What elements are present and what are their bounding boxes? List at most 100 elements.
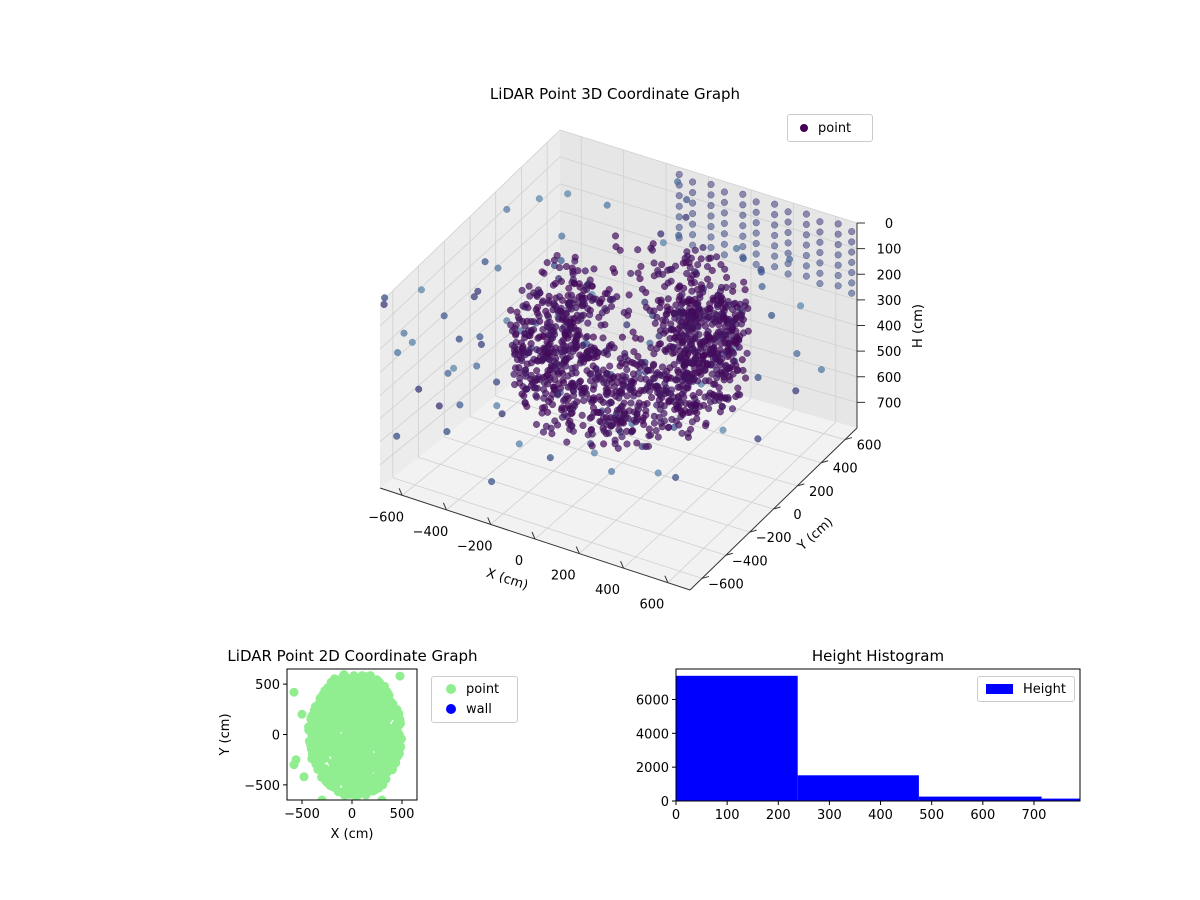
point-marker [599, 398, 607, 406]
point-marker [563, 438, 571, 446]
point-marker [525, 282, 533, 290]
point-marker [684, 433, 692, 441]
point-marker [689, 231, 697, 239]
point-marker [590, 265, 598, 273]
legend-point-marker [800, 124, 808, 132]
point-marker [583, 332, 591, 341]
point-marker [784, 249, 792, 257]
point-marker [615, 426, 623, 434]
point-marker [707, 212, 715, 220]
point-marker [784, 270, 792, 278]
point-marker [633, 439, 641, 447]
point-marker [723, 273, 731, 281]
point-marker [633, 361, 641, 369]
point-marker [834, 271, 842, 280]
point-marker [518, 286, 526, 294]
point-marker [678, 429, 686, 437]
point-marker [635, 399, 643, 407]
point-marker [493, 402, 501, 410]
point-marker [599, 334, 607, 342]
point-marker [696, 294, 704, 302]
point-marker [797, 302, 805, 310]
point-marker [564, 292, 572, 300]
point-marker [589, 385, 597, 393]
point-marker [728, 405, 737, 413]
point-marker [680, 393, 688, 401]
point-marker [752, 260, 760, 268]
point-marker [578, 411, 586, 419]
point-marker [720, 198, 728, 206]
point-marker [673, 376, 681, 384]
point-marker [672, 301, 680, 309]
point-marker [664, 307, 672, 315]
point-marker [589, 333, 597, 341]
point-marker [649, 240, 657, 248]
point-marker [686, 275, 695, 283]
point-marker [729, 282, 737, 290]
point-marker [536, 317, 544, 325]
point-marker [515, 364, 523, 372]
point-marker [450, 364, 458, 372]
point-marker [593, 353, 601, 361]
point-marker [507, 321, 515, 329]
point-marker [674, 178, 682, 186]
point-marker [739, 201, 747, 209]
point-marker [695, 389, 703, 397]
point-marker [400, 329, 408, 337]
y-tick-label: −200 [756, 531, 792, 546]
point-marker [498, 410, 506, 418]
point-marker [688, 296, 696, 305]
point-marker [802, 210, 810, 218]
point-marker [575, 293, 583, 301]
point-marker [727, 317, 735, 326]
point-marker [611, 436, 619, 444]
point-marker [682, 213, 690, 221]
point-marker [734, 384, 742, 392]
point-marker [689, 392, 697, 400]
x-tick-label: −200 [457, 539, 493, 554]
point-marker [671, 405, 679, 414]
point-marker [532, 420, 541, 428]
point-marker [739, 190, 747, 198]
point-marker [743, 349, 751, 357]
point-marker [848, 248, 856, 256]
point-marker [733, 366, 742, 375]
point-marker [739, 232, 747, 240]
point-marker [535, 373, 543, 381]
point-marker [713, 374, 721, 382]
y-tick [797, 483, 805, 487]
y-tick [749, 529, 757, 533]
point-marker [784, 239, 792, 247]
point-marker [393, 432, 401, 440]
point-marker [670, 334, 678, 342]
point-marker [689, 220, 697, 228]
point-marker [694, 323, 702, 331]
point-marker [558, 296, 566, 304]
point-marker [597, 418, 605, 426]
point-marker [720, 230, 728, 238]
point-marker [548, 401, 557, 409]
point-marker [752, 239, 760, 248]
h-axis-label: H (cm) [911, 304, 926, 348]
point-marker [578, 342, 587, 350]
point-marker [802, 272, 810, 280]
point-marker [592, 376, 600, 384]
point-marker [555, 264, 564, 272]
point-marker [758, 282, 766, 291]
point-marker [570, 400, 578, 408]
point-marker [691, 268, 699, 276]
point-marker [653, 401, 661, 409]
point-marker [557, 277, 565, 285]
point-marker [816, 238, 824, 246]
point-marker [683, 196, 691, 204]
point-marker [590, 394, 598, 402]
x-tick [487, 517, 492, 525]
x-axis-label: X (cm) [484, 566, 530, 594]
grid-h-left [379, 156, 561, 327]
point-marker [834, 261, 842, 269]
point-marker [720, 240, 728, 248]
point-marker [689, 199, 697, 207]
point-marker [816, 259, 824, 267]
point-marker [627, 386, 635, 394]
